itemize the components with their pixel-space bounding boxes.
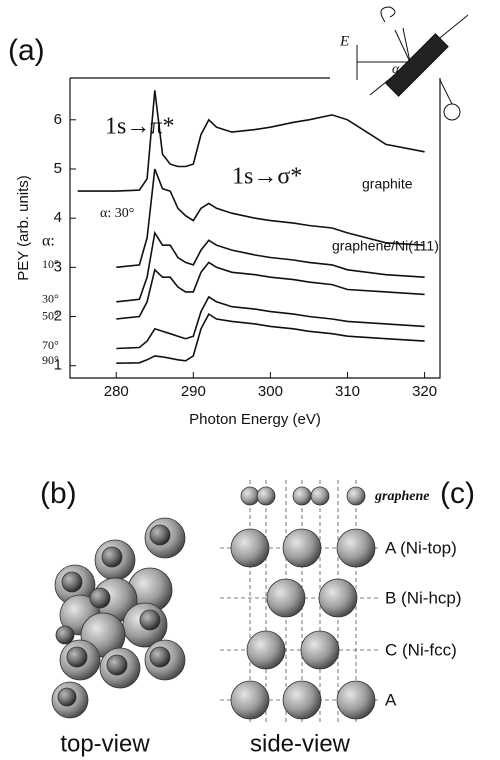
y-tick-label: 5 [54, 160, 62, 177]
inset-label: E [339, 33, 349, 49]
caption: side-view [250, 730, 351, 757]
y-tick-label: 6 [54, 111, 62, 128]
layer-label: B (Ni-hcp) [385, 588, 462, 607]
annotation: 1s→σ* [232, 164, 302, 190]
layer-label: A [385, 690, 397, 709]
y-tick-label: 1 [54, 357, 62, 374]
inset-schematic [356, 6, 469, 121]
series-line [116, 230, 425, 303]
axis-frame [69, 78, 441, 379]
series-line [116, 312, 425, 364]
x-tick-label: 320 [412, 383, 437, 400]
panel-label: (a) [8, 34, 45, 67]
series-label: 30° [42, 292, 59, 306]
x-tick-label: 280 [104, 383, 129, 400]
annotation: α: 30° [100, 206, 134, 221]
x-axis-label: Photon Energy (eV) [189, 411, 321, 428]
panel-label: (c) [440, 477, 475, 510]
annotation: 1s→π* [105, 114, 174, 140]
series-label: 70° [42, 338, 59, 352]
series-line [116, 295, 425, 350]
y-tick-label: 4 [54, 209, 62, 226]
annotation: graphite [362, 176, 413, 192]
top-view-diagram [51, 517, 186, 719]
inset-label: α [392, 62, 400, 77]
series-label: 10° [42, 257, 59, 271]
y-tick-label: 2 [54, 307, 62, 324]
caption: top-view [60, 730, 150, 757]
layer-label: C (Ni-fcc) [385, 640, 457, 659]
layer-label: A (Ni-top) [385, 538, 457, 557]
side-view-atoms [230, 486, 376, 720]
series-line [116, 261, 425, 320]
annotation: graphene/Ni(111) [332, 238, 439, 254]
x-tick-label: 290 [181, 383, 206, 400]
annotation: α: [42, 233, 55, 250]
series-label: 50° [42, 309, 59, 323]
layer-label: graphene [374, 489, 429, 504]
x-tick-label: 300 [258, 383, 283, 400]
y-tick-label: 3 [54, 258, 62, 275]
panel-label: (b) [40, 477, 77, 510]
y-axis-label: PEY (arb. units) [15, 175, 32, 281]
series-line [116, 168, 425, 269]
series-line [77, 90, 425, 192]
series-label: 90° [42, 353, 59, 367]
x-tick-label: 310 [335, 383, 360, 400]
